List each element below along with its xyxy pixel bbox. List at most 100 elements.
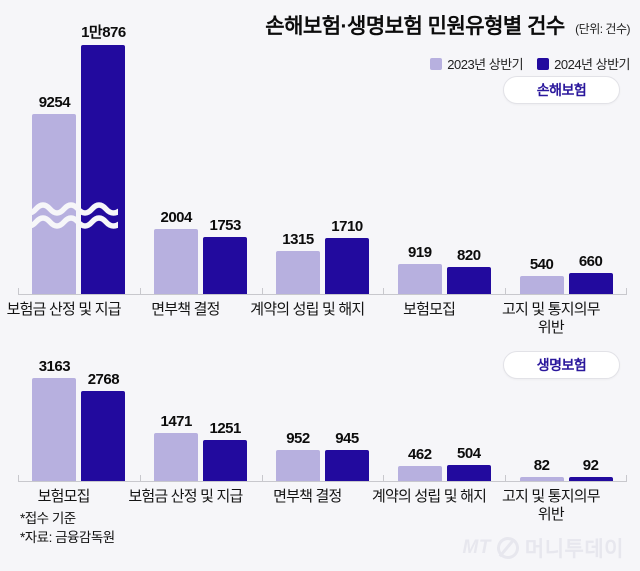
bar-column: 462 bbox=[397, 446, 442, 481]
category-label: 고지 및 통지의무 위반 bbox=[502, 301, 601, 336]
bar-value-label: 952 bbox=[286, 430, 310, 447]
legend-label: 2024년 상반기 bbox=[554, 57, 630, 72]
bar-column: 660 bbox=[568, 253, 613, 294]
bar-value-label: 540 bbox=[529, 256, 554, 273]
bar-value-label: 1만876 bbox=[81, 24, 126, 41]
bar-column: 945 bbox=[324, 430, 369, 481]
x-axis bbox=[18, 475, 627, 482]
moneytoday-logo-text: 머니투데이 bbox=[524, 538, 624, 561]
axis-tick bbox=[383, 288, 385, 295]
bar-value-label: 82 bbox=[533, 457, 550, 474]
legend-label: 2023년 상반기 bbox=[447, 57, 524, 72]
legend-item-0: 2023년 상반기 bbox=[430, 54, 524, 73]
section-badge-life-insurance: 생명보험 bbox=[503, 351, 620, 379]
legend: 2023년 상반기 2024년 상반기 bbox=[265, 54, 630, 73]
bar-value-label: 1315 bbox=[282, 231, 314, 248]
axis-tick bbox=[626, 288, 627, 295]
unit-label: (단위: 건수) bbox=[575, 22, 630, 36]
bar-value-label: 462 bbox=[408, 446, 432, 463]
bar-value-label: 504 bbox=[457, 445, 481, 462]
legend-swatch-icon bbox=[430, 57, 443, 70]
bar bbox=[81, 391, 126, 481]
bar-value-label: 945 bbox=[335, 430, 359, 447]
axis-tick bbox=[18, 288, 19, 295]
bar-column: 504 bbox=[446, 445, 491, 481]
axis-tick bbox=[139, 288, 141, 295]
bar-value-label: 1753 bbox=[209, 217, 242, 234]
bar-group: 1315 1710 계약의 성립 및 해지 bbox=[250, 28, 384, 337]
bar-column: 919 bbox=[397, 244, 442, 294]
bar bbox=[568, 273, 613, 294]
bar bbox=[154, 433, 199, 481]
bar bbox=[446, 465, 491, 481]
bar-column: 1251 bbox=[203, 420, 248, 481]
chart-damage-insurance: 9254 1만876 보험금 산정 및 지급 2004 1753 면부책 결정 1315 17… bbox=[7, 24, 627, 337]
bar bbox=[81, 45, 126, 294]
legend-swatch-icon bbox=[537, 57, 550, 70]
bar-value-label: 919 bbox=[408, 244, 432, 261]
bar bbox=[397, 466, 442, 481]
bar-column: 3163 bbox=[32, 358, 77, 481]
bar-value-label: 3163 bbox=[38, 358, 71, 375]
section-badge-damage-insurance: 손해보험 bbox=[503, 76, 620, 104]
category-label: 면부책 결정 bbox=[273, 488, 342, 505]
bar-column: 820 bbox=[446, 247, 491, 294]
bar-group: 462 504 계약의 성립 및 해지 bbox=[372, 361, 505, 524]
bar-column: 82 bbox=[519, 457, 564, 481]
category-label: 보험금 산정 및 지급 bbox=[6, 301, 122, 318]
bar bbox=[568, 477, 613, 481]
bar-value-label: 2004 bbox=[160, 209, 193, 226]
bar bbox=[275, 450, 320, 481]
axis-tick bbox=[261, 475, 263, 482]
bar bbox=[154, 229, 199, 294]
bar-column: 1만876 bbox=[81, 21, 126, 294]
bar-value-label: 1471 bbox=[160, 413, 193, 430]
moneytoday-logo: MT 머니투데이 bbox=[462, 533, 624, 563]
category-label: 보험금 산정 및 지급 bbox=[128, 488, 243, 505]
bar bbox=[324, 238, 369, 294]
bar-column: 1471 bbox=[154, 413, 199, 481]
bar-value-label: 1710 bbox=[331, 218, 363, 235]
bar bbox=[203, 237, 248, 294]
bar-value-label: 9254 bbox=[38, 94, 71, 111]
bar-group: 919 820 보험모집 bbox=[383, 28, 505, 337]
axis-tick bbox=[261, 288, 263, 295]
bar bbox=[275, 251, 320, 294]
category-label: 계약의 성립 및 해지 bbox=[250, 301, 365, 318]
bar-group: 952 945 면부책 결정 bbox=[262, 361, 384, 524]
bar-column: 952 bbox=[275, 430, 320, 481]
axis-tick bbox=[18, 475, 19, 482]
bar-column: 2004 bbox=[154, 209, 199, 294]
category-label: 보험모집 bbox=[37, 488, 91, 505]
category-label: 계약의 성립 및 해지 bbox=[372, 488, 487, 505]
bar bbox=[446, 267, 491, 294]
x-axis bbox=[18, 288, 627, 295]
category-label: 보험모집 bbox=[403, 301, 456, 318]
category-label: 면부책 결정 bbox=[151, 301, 220, 318]
bar-column: 9254 bbox=[32, 94, 77, 294]
page-title: 손해보험·생명보험 민원유형별 건수 bbox=[265, 15, 565, 38]
footnote-basis: *접수 기준 bbox=[20, 511, 76, 526]
bar-column: 1753 bbox=[203, 217, 248, 294]
axis-tick bbox=[383, 475, 385, 482]
bar bbox=[32, 378, 77, 481]
bar bbox=[397, 264, 442, 294]
bar bbox=[32, 114, 77, 294]
bar-group: 9254 1만876 보험금 산정 및 지급 bbox=[7, 24, 140, 337]
header: 손해보험·생명보험 민원유형별 건수 (단위: 건수) 2023년 상반기 202… bbox=[265, 10, 630, 73]
bar-group: 1471 1251 보험금 산정 및 지급 bbox=[128, 361, 262, 524]
bar-group: 540 660 고지 및 통지의무 위반 bbox=[502, 28, 627, 337]
bar bbox=[519, 276, 564, 294]
bar bbox=[519, 477, 564, 481]
bar-group: 3163 2768 보험모집 bbox=[18, 358, 140, 524]
bar bbox=[203, 440, 248, 481]
moneytoday-circle-icon bbox=[493, 533, 522, 563]
bar-group: 82 92 고지 및 통지의무 위반 bbox=[502, 361, 627, 524]
bar-value-label: 660 bbox=[578, 253, 603, 270]
bar-value-label: 92 bbox=[582, 457, 599, 474]
bar-column: 92 bbox=[568, 457, 613, 481]
axis-tick bbox=[505, 288, 507, 295]
bar bbox=[324, 450, 369, 481]
chart-life-insurance: 3163 2768 보험모집 1471 1251 보험금 산정 및 지급 952 945 면부책… bbox=[18, 358, 627, 524]
